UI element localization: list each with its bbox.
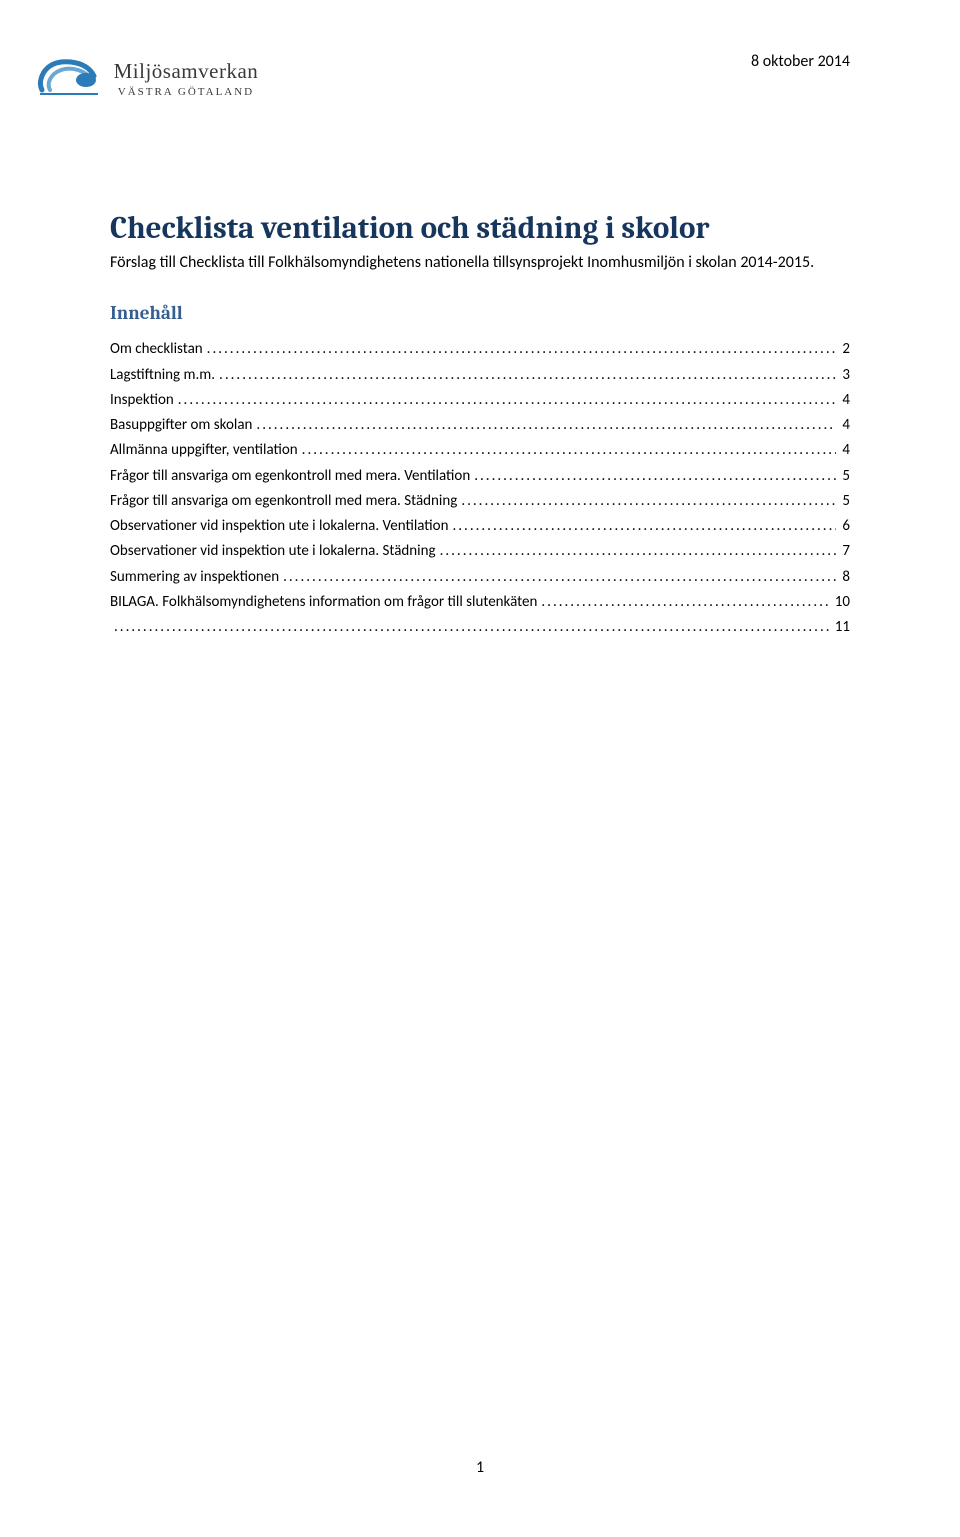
toc-label: Allmänna uppgifter, ventilation <box>110 439 298 462</box>
toc-page-number: 11 <box>833 616 850 639</box>
toc-page-number: 4 <box>840 414 850 437</box>
page-title: Checklista ventilation och städning i sk… <box>110 210 850 246</box>
page-subtitle: Förslag till Checklista till Folkhälsomy… <box>110 252 850 274</box>
toc-entry: BILAGA. Folkhälsomyndighetens informatio… <box>110 591 850 614</box>
toc-entry: Inspektion 4 <box>110 389 850 412</box>
toc-page-number: 5 <box>840 465 850 488</box>
toc-entry: Observationer vid inspektion ute i lokal… <box>110 540 850 563</box>
toc-page-number: 3 <box>840 364 850 387</box>
toc-entry: Observationer vid inspektion ute i lokal… <box>110 515 850 538</box>
toc-label: Inspektion <box>110 389 174 412</box>
toc-leader-dots <box>207 338 837 361</box>
toc-leader-dots <box>283 566 836 589</box>
toc-page-number: 4 <box>840 439 850 462</box>
toc-page-number: 2 <box>840 338 850 361</box>
logo-text-main: Miljösamverkan <box>114 59 259 84</box>
toc-label: Frågor till ansvariga om egenkontroll me… <box>110 465 470 488</box>
toc-page-number: 4 <box>840 389 850 412</box>
toc-page-number: 8 <box>840 566 850 589</box>
toc-entry: Om checklistan 2 <box>110 338 850 361</box>
toc-label: Basuppgifter om skolan <box>110 414 252 437</box>
toc-leader-dots <box>256 414 836 437</box>
toc-page-number: 10 <box>833 591 850 614</box>
toc-entry: Basuppgifter om skolan 4 <box>110 414 850 437</box>
toc-label: BILAGA. Folkhälsomyndighetens informatio… <box>110 591 537 614</box>
logo-text-sub: VÄSTRA GÖTALAND <box>114 86 259 98</box>
toc-leader-dots <box>219 364 836 387</box>
toc-leader-dots <box>461 490 836 513</box>
toc-leader-dots <box>541 591 828 614</box>
toc-leader-dots <box>178 389 837 412</box>
toc-page-number: 6 <box>840 515 850 538</box>
toc-entry: Frågor till ansvariga om egenkontroll me… <box>110 490 850 513</box>
page-number: 1 <box>0 1458 960 1477</box>
table-of-contents: Om checklistan2Lagstiftning m.m.3Inspekt… <box>110 338 850 639</box>
toc-label: Observationer vid inspektion ute i lokal… <box>110 540 436 563</box>
toc-leader-dots <box>114 616 829 639</box>
logo-icon <box>36 52 106 105</box>
toc-page-number: 7 <box>840 540 850 563</box>
toc-label: Observationer vid inspektion ute i lokal… <box>110 515 448 538</box>
toc-entry: Frågor till ansvariga om egenkontroll me… <box>110 465 850 488</box>
toc-label: Frågor till ansvariga om egenkontroll me… <box>110 490 457 513</box>
toc-label: Lagstiftning m.m. <box>110 364 215 387</box>
logo: Miljösamverkan VÄSTRA GÖTALAND <box>36 52 296 105</box>
toc-leader-dots <box>452 515 836 538</box>
toc-leader-dots <box>302 439 837 462</box>
toc-entry: Summering av inspektionen 8 <box>110 566 850 589</box>
toc-label: Om checklistan <box>110 338 203 361</box>
toc-label: Summering av inspektionen <box>110 566 279 589</box>
toc-leader-dots <box>440 540 837 563</box>
toc-entry: Lagstiftning m.m. 3 <box>110 364 850 387</box>
toc-entry: 11 <box>110 616 850 639</box>
toc-page-number: 5 <box>840 490 850 513</box>
header-date: 8 oktober 2014 <box>751 52 850 71</box>
toc-entry: Allmänna uppgifter, ventilation 4 <box>110 439 850 462</box>
toc-leader-dots <box>474 465 836 488</box>
toc-heading: Innehåll <box>110 302 850 324</box>
